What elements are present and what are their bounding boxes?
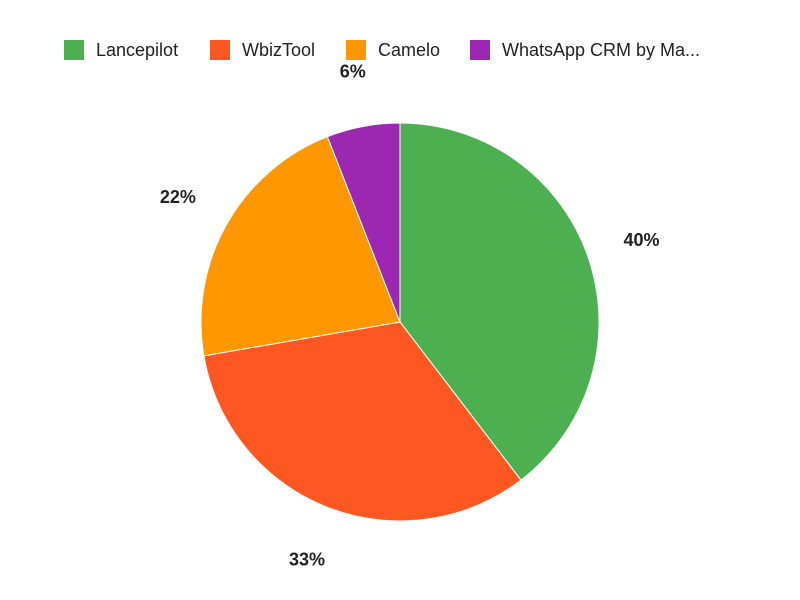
legend-label: Lancepilot	[96, 40, 178, 60]
legend-item[interactable]: Lancepilot	[64, 40, 178, 60]
pie-slice[interactable]	[203, 321, 522, 522]
slice-percent-label: 40%	[623, 230, 659, 250]
legend-swatch	[346, 40, 366, 60]
legend-swatch	[210, 40, 230, 60]
legend-label: WhatsApp CRM by Ma...	[502, 40, 700, 60]
legend-item[interactable]: WhatsApp CRM by Ma...	[470, 40, 700, 60]
legend-label: WbizTool	[242, 40, 315, 60]
slice-labels: 40% 33% 22% 6%	[160, 61, 660, 569]
pie-slice[interactable]	[200, 136, 401, 357]
legend-swatch	[470, 40, 490, 60]
slice-percent-label: 22%	[160, 187, 196, 207]
legend-swatch	[64, 40, 84, 60]
legend-item[interactable]: WbizTool	[210, 40, 315, 60]
legend: Lancepilot WbizTool Camelo WhatsApp CRM by …	[64, 40, 700, 60]
legend-item[interactable]: Camelo	[346, 40, 440, 60]
legend-label: Camelo	[378, 40, 440, 60]
slice-percent-label: 6%	[340, 61, 366, 81]
pie-slices	[200, 122, 600, 522]
pie-slice[interactable]	[326, 122, 401, 323]
pie-slice[interactable]	[399, 122, 600, 481]
slice-percent-label: 33%	[289, 549, 325, 569]
